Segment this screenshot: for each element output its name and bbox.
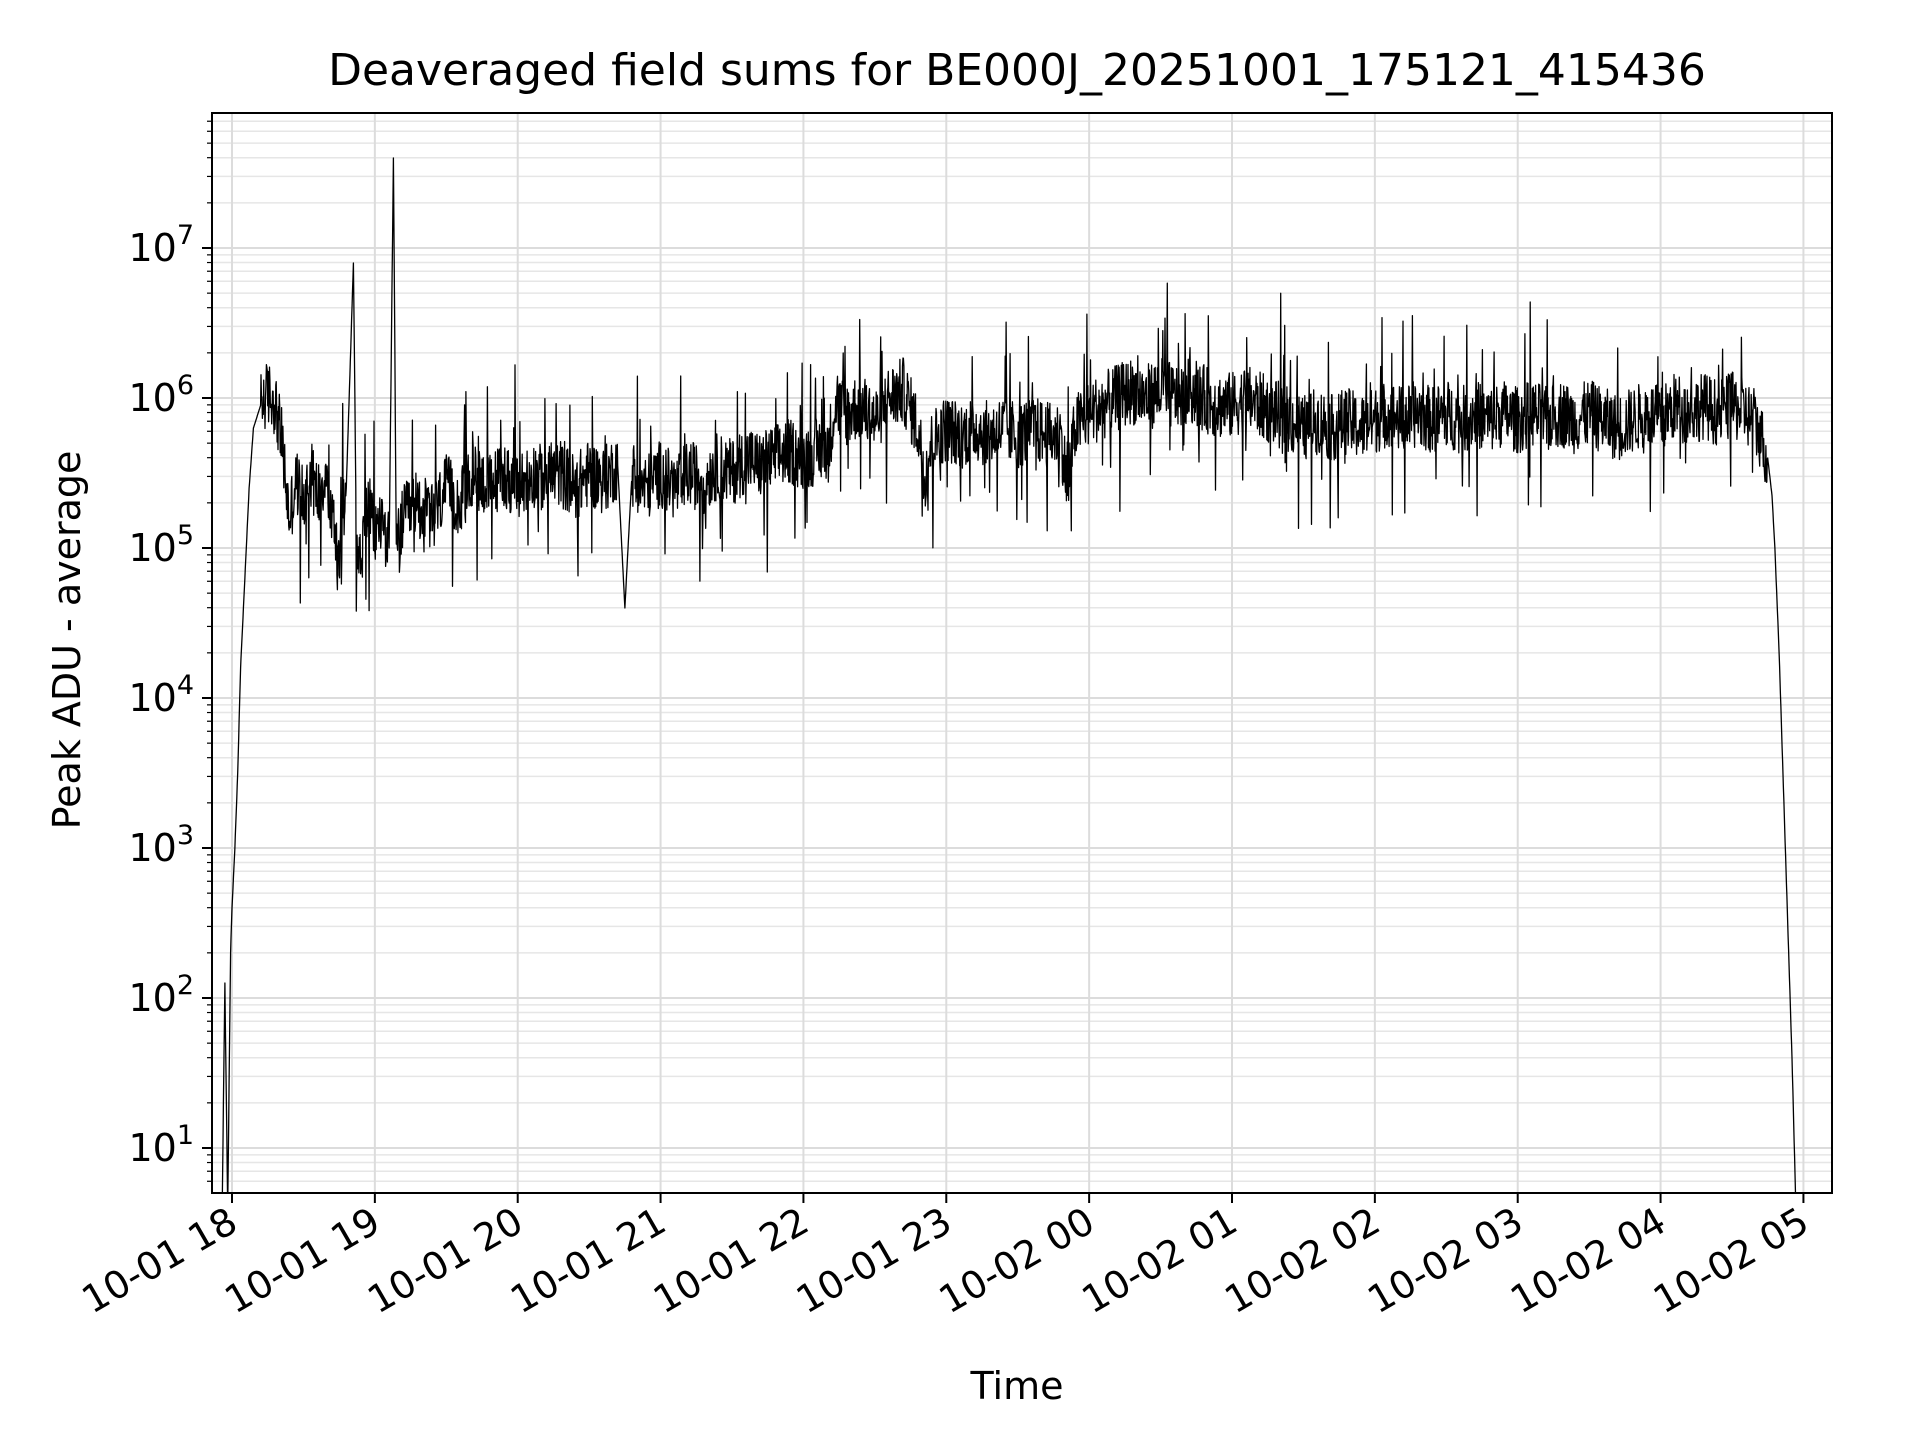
x-tick-label: 10-02 02 [1217,1199,1387,1323]
y-tick-label: 107 [128,220,194,270]
major-grid [212,113,1832,1193]
x-tick-label: 10-02 05 [1646,1199,1816,1323]
y-tick-label-base: 10 [128,1126,176,1170]
x-tick-label: 10-02 01 [1075,1199,1245,1323]
y-axis-label: Peak ADU - average [45,451,89,830]
y-tick-label-base: 10 [128,226,176,270]
y-tick-label-exponent: 5 [177,520,194,551]
x-tick-label: 10-01 23 [789,1199,959,1323]
x-tick-label: 10-02 00 [932,1199,1102,1323]
series-line [221,157,1797,1193]
x-tick-label: 10-01 19 [217,1199,387,1323]
y-tick-label-exponent: 3 [177,820,194,851]
x-axis-label: Time [970,1364,1064,1408]
chart-title: Deaveraged field sums for BE000J_2025100… [328,45,1706,96]
y-tick-label-exponent: 2 [177,970,194,1001]
x-tick-label: 10-01 22 [646,1199,816,1323]
y-tick-label-base: 10 [128,376,176,420]
series-layer [221,157,1797,1193]
y-tick-label-base: 10 [128,976,176,1020]
y-tick-label: 101 [128,1120,194,1170]
x-tick-label: 10-02 04 [1503,1199,1673,1323]
y-tick-label-exponent: 7 [177,220,194,251]
y-tick-label-exponent: 6 [177,370,194,401]
x-tick-label: 10-01 20 [360,1199,530,1323]
y-tick-label: 103 [128,820,194,870]
y-tick-label: 105 [128,520,194,570]
x-tick-label: 10-01 21 [503,1199,673,1323]
y-tick-label-base: 10 [128,526,176,570]
y-tick-label-exponent: 4 [177,670,194,701]
y-tick-label: 106 [128,370,194,420]
y-tick-label-exponent: 1 [177,1120,194,1151]
y-tick-label-base: 10 [128,826,176,870]
x-tick-label: 10-02 03 [1360,1199,1530,1323]
y-tick-label: 104 [128,670,194,720]
x-tick-label: 10-01 18 [75,1199,245,1323]
y-tick-label: 102 [128,970,194,1020]
y-tick-label-base: 10 [128,676,176,720]
